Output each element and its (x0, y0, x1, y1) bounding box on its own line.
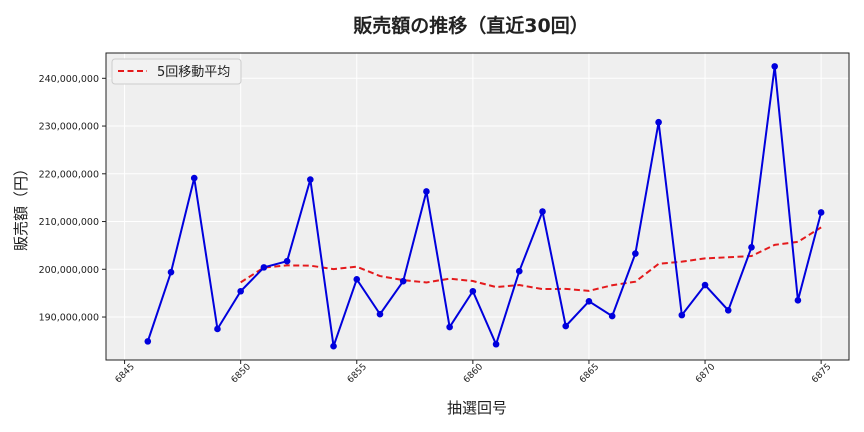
y-axis-ticks: 190,000,000 200,000,000 210,000,000 220,000… (39, 74, 106, 324)
x-tick-label: 6860 (462, 362, 485, 385)
y-tick-label: 200,000,000 (39, 265, 99, 276)
x-tick-label: 6865 (578, 362, 601, 385)
data-point (515, 267, 523, 275)
data-point (307, 176, 314, 183)
data-point (585, 297, 593, 305)
data-point (655, 118, 662, 126)
x-axis-ticks: 6845 6850 6855 6860 6865 6870 6875 (114, 360, 833, 385)
data-point (748, 244, 755, 251)
legend-label: 5回移動平均 (157, 65, 230, 80)
data-point (399, 277, 407, 285)
x-tick-label: 6870 (694, 362, 717, 385)
data-point (794, 297, 802, 304)
data-point (144, 338, 152, 345)
data-point (632, 250, 639, 257)
x-tick-label: 6875 (810, 362, 833, 385)
data-point (539, 208, 546, 215)
y-axis-label: 販売額（円） (12, 161, 30, 251)
x-axis-label: 抽選回号 (447, 399, 507, 417)
data-point (260, 264, 268, 271)
data-point (492, 340, 500, 348)
x-tick-label: 6845 (114, 362, 137, 385)
data-point (678, 311, 686, 319)
data-point (237, 287, 244, 295)
plot-area (106, 53, 849, 360)
legend: 5回移動平均 (111, 58, 242, 85)
data-point (330, 342, 337, 350)
legend-box (111, 58, 242, 85)
data-point (446, 323, 453, 331)
data-point (469, 287, 477, 295)
plot-frame (105, 52, 850, 361)
moving-average-line (240, 226, 822, 292)
data-point (283, 257, 291, 265)
y-tick-label: 240,000,000 (39, 74, 99, 85)
data-point (423, 188, 430, 195)
sales-line (144, 63, 825, 350)
data-point (724, 307, 732, 314)
data-point (214, 325, 221, 333)
data-point (701, 281, 709, 289)
data-point (376, 310, 384, 318)
chart-title: 販売額の推移（直近30回） (353, 14, 588, 37)
data-point (771, 63, 778, 70)
y-tick-label: 230,000,000 (39, 122, 99, 133)
data-point (190, 174, 198, 182)
x-tick-label: 6850 (230, 362, 253, 385)
data-point (353, 276, 361, 283)
data-point (167, 268, 175, 276)
data-point (608, 312, 616, 320)
data-point (562, 322, 570, 330)
y-tick-label: 190,000,000 (39, 313, 99, 324)
x-tick-label: 6855 (346, 362, 369, 385)
y-tick-label: 220,000,000 (39, 169, 99, 180)
y-tick-label: 210,000,000 (39, 217, 99, 228)
data-point (817, 209, 825, 216)
